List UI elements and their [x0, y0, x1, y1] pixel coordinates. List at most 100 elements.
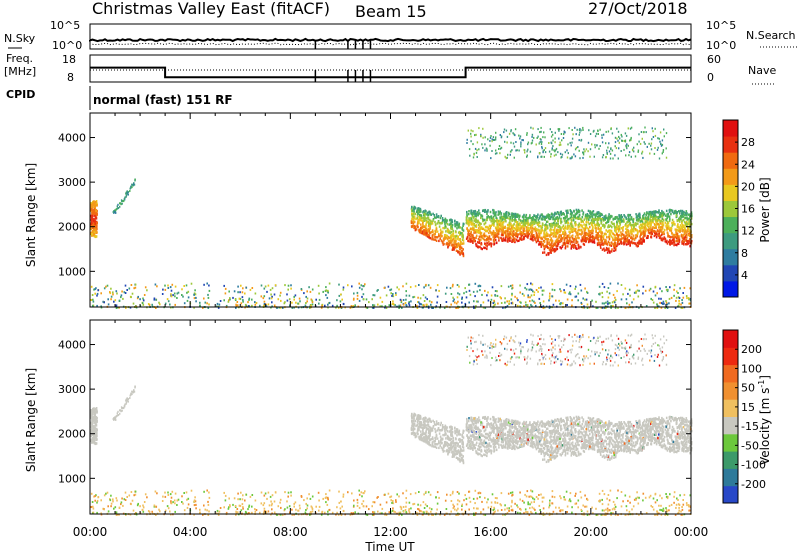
power-cell: [549, 250, 552, 254]
power-cell: [455, 246, 457, 249]
power-cell: [525, 226, 528, 229]
power-cell: [546, 227, 549, 230]
velocity-cell: [93, 435, 95, 438]
power-cell: [468, 217, 470, 220]
power-cell: [627, 219, 629, 223]
power-cell: [531, 299, 534, 302]
power-cell: [304, 304, 307, 307]
power-cell: [644, 232, 646, 235]
velocity-cell: [528, 495, 530, 498]
power-cell: [603, 302, 605, 305]
power-cell: [411, 219, 413, 223]
power-cell: [602, 242, 604, 245]
power-cell: [526, 133, 528, 136]
power-cell: [647, 215, 649, 219]
power-cell: [688, 298, 690, 301]
power-cell: [237, 285, 239, 288]
power-cell: [511, 292, 513, 295]
power-cell: [525, 233, 527, 236]
power-cell: [685, 210, 688, 213]
power-cell: [646, 234, 649, 238]
power-cell: [578, 139, 580, 142]
power-cell: [587, 141, 590, 144]
power-cell: [523, 229, 526, 232]
power-cell: [578, 214, 581, 217]
power-cell: [540, 240, 543, 244]
power-cell: [441, 217, 444, 220]
power-cell: [596, 243, 599, 247]
power-cell: [500, 285, 503, 288]
power-cell: [499, 230, 501, 233]
power-cell: [674, 235, 676, 239]
power-cell: [471, 233, 473, 237]
power-cell: [568, 236, 570, 239]
power-cell: [489, 226, 492, 230]
power-cell: [208, 289, 211, 292]
power-cell: [501, 238, 503, 241]
power-cell: [91, 221, 93, 224]
power-cell: [472, 143, 474, 146]
power-cell: [586, 215, 589, 218]
power-cell: [543, 215, 545, 218]
power-cell: [561, 226, 564, 229]
power-cell: [484, 306, 487, 309]
power-cell: [527, 148, 529, 151]
power-cell: [493, 224, 495, 227]
power-cell: [627, 234, 629, 237]
power-cell: [552, 232, 555, 235]
power-cell: [500, 302, 503, 304]
power-cell: [566, 212, 568, 215]
power-cell: [589, 225, 591, 229]
power-cell: [468, 237, 471, 240]
power-cell: [137, 295, 139, 298]
power-cell: [557, 151, 559, 154]
power-cell: [497, 232, 500, 236]
velocity-cell: [681, 514, 684, 516]
power-cell: [665, 132, 668, 135]
power-cell: [487, 209, 489, 212]
power-cell: [126, 191, 129, 194]
power-cell: [687, 233, 689, 237]
power-cell: [236, 304, 239, 307]
power-cell: [623, 220, 625, 223]
power-cell: [652, 136, 655, 138]
power-cell: [620, 238, 622, 241]
power-cell: [681, 236, 684, 240]
power-cell: [524, 221, 527, 225]
power-cell: [530, 288, 533, 291]
power-cell: [394, 304, 396, 307]
power-cell: [658, 234, 660, 237]
power-cell: [574, 126, 576, 129]
power-cell: [449, 222, 452, 225]
power-cell: [531, 139, 534, 142]
power-cell: [644, 289, 647, 292]
power-cell: [447, 246, 449, 249]
power-cell: [511, 231, 513, 234]
power-cell: [523, 223, 525, 226]
power-cell: [544, 218, 546, 221]
power-cell: [674, 223, 676, 226]
power-cell: [588, 215, 591, 219]
power-cell: [599, 246, 602, 249]
power-cell: [618, 135, 620, 138]
power-cell: [502, 226, 504, 229]
power-cell: [311, 303, 314, 306]
power-cell: [642, 232, 644, 236]
power-cell: [501, 233, 504, 237]
power-cell: [642, 285, 645, 288]
power-cell: [592, 305, 594, 308]
power-cell: [660, 302, 663, 305]
power-cell: [666, 303, 669, 306]
power-cell: [630, 218, 632, 221]
power-cell: [125, 192, 128, 195]
power-cell: [499, 211, 501, 214]
power-cell: [679, 209, 682, 213]
power-cell: [571, 228, 574, 232]
velocity-cell: [91, 428, 93, 431]
power-cell: [350, 305, 353, 308]
power-cell: [564, 151, 566, 154]
power-cell: [537, 156, 539, 159]
power-cell: [416, 216, 419, 220]
power-cell: [616, 233, 618, 236]
power-cell: [364, 283, 366, 286]
